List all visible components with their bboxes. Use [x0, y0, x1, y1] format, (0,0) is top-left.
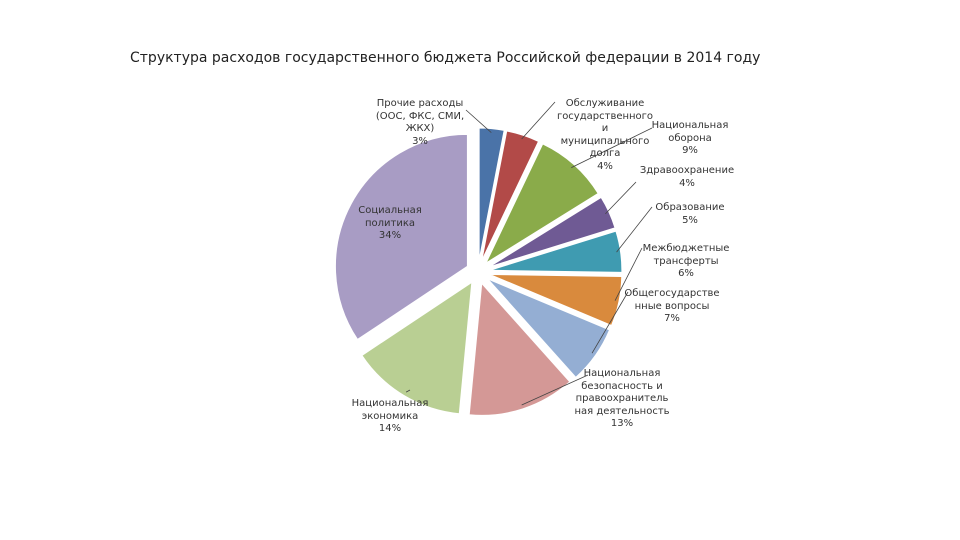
leader-line — [571, 127, 653, 169]
slice-value-label: 5% — [682, 214, 698, 226]
slice-value-label: 13% — [610, 418, 634, 429]
slice-label: Здравоохранение — [639, 165, 735, 176]
slice-value-label: 7% — [664, 313, 680, 324]
slice-label: Национальная оборона — [651, 120, 729, 144]
slice-label: Межбюджетные трансферты — [642, 243, 730, 267]
slice-label: Социальная политика — [358, 205, 422, 229]
pie-slice — [481, 130, 540, 261]
slice-value-label: 3% — [412, 135, 428, 147]
leader-line — [521, 374, 589, 406]
leader-line — [405, 389, 411, 393]
leader-line — [521, 101, 556, 140]
slice-value-label: 14% — [378, 423, 402, 434]
slice-label: Обслуживание государственного и муниципа… — [556, 98, 654, 159]
slice-value-label: 4% — [597, 160, 613, 172]
leader-line — [591, 291, 629, 354]
leader-line — [614, 247, 643, 301]
pie-slice — [489, 230, 623, 273]
pie-slice — [488, 196, 616, 268]
slice-value-label: 6% — [678, 268, 694, 279]
leader-line — [465, 109, 492, 133]
chart-title: Структура расходов государственного бюдж… — [130, 50, 761, 66]
pie-slice — [334, 133, 468, 341]
slice-label: Национальная безопасность и правоохранит… — [574, 368, 670, 417]
slice-value-label: 4% — [679, 177, 695, 189]
leader-line — [616, 206, 653, 253]
pie-slice — [361, 281, 473, 415]
slice-label: Национальная экономика — [351, 398, 429, 422]
slice-value-label: 34% — [378, 230, 402, 241]
pie-slice — [489, 273, 623, 327]
pie-slice — [484, 143, 599, 265]
slice-label: Прочие расходы (ООС, ФКС, СМИ, ЖКХ) — [375, 98, 465, 134]
pie-slice — [487, 278, 611, 379]
slice-label: Образование — [655, 202, 725, 213]
slice-label: Общегосударстве нные вопросы — [624, 288, 720, 312]
pie-slice — [478, 127, 505, 261]
leader-line — [605, 181, 637, 215]
slice-value-label: 9% — [682, 145, 698, 156]
